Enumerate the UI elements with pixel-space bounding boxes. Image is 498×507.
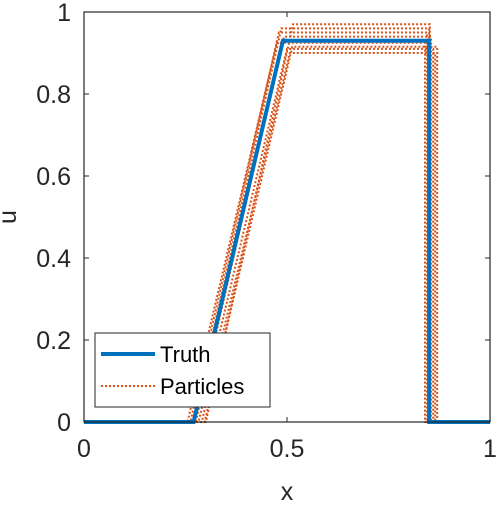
legend-particles-label: Particles [160, 374, 244, 399]
y-tick-label: 0.8 [36, 81, 71, 109]
x-axis: 0 0.5 1 [77, 12, 497, 463]
y-tick-label: 0.4 [36, 245, 71, 273]
y-tick-label: 0 [57, 409, 71, 437]
x-tick-label: 1 [483, 435, 497, 463]
y-tick-label: 1 [57, 0, 71, 27]
legend: Truth Particles [94, 332, 271, 408]
y-axis-label: u [0, 210, 22, 224]
legend-box [94, 332, 271, 408]
x-tick-label: 0.5 [270, 435, 305, 463]
x-axis-label: x [281, 478, 294, 506]
y-tick-label: 0.2 [36, 327, 71, 355]
x-tick-label: 0 [77, 435, 91, 463]
y-axis: 0 0.2 0.4 0.6 0.8 1 [36, 0, 490, 437]
legend-truth-label: Truth [160, 342, 211, 367]
y-tick-label: 0.6 [36, 163, 71, 191]
